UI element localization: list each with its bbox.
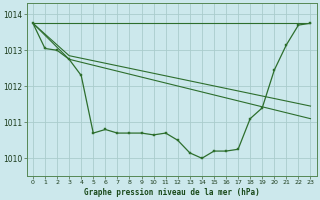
X-axis label: Graphe pression niveau de la mer (hPa): Graphe pression niveau de la mer (hPa) <box>84 188 260 197</box>
